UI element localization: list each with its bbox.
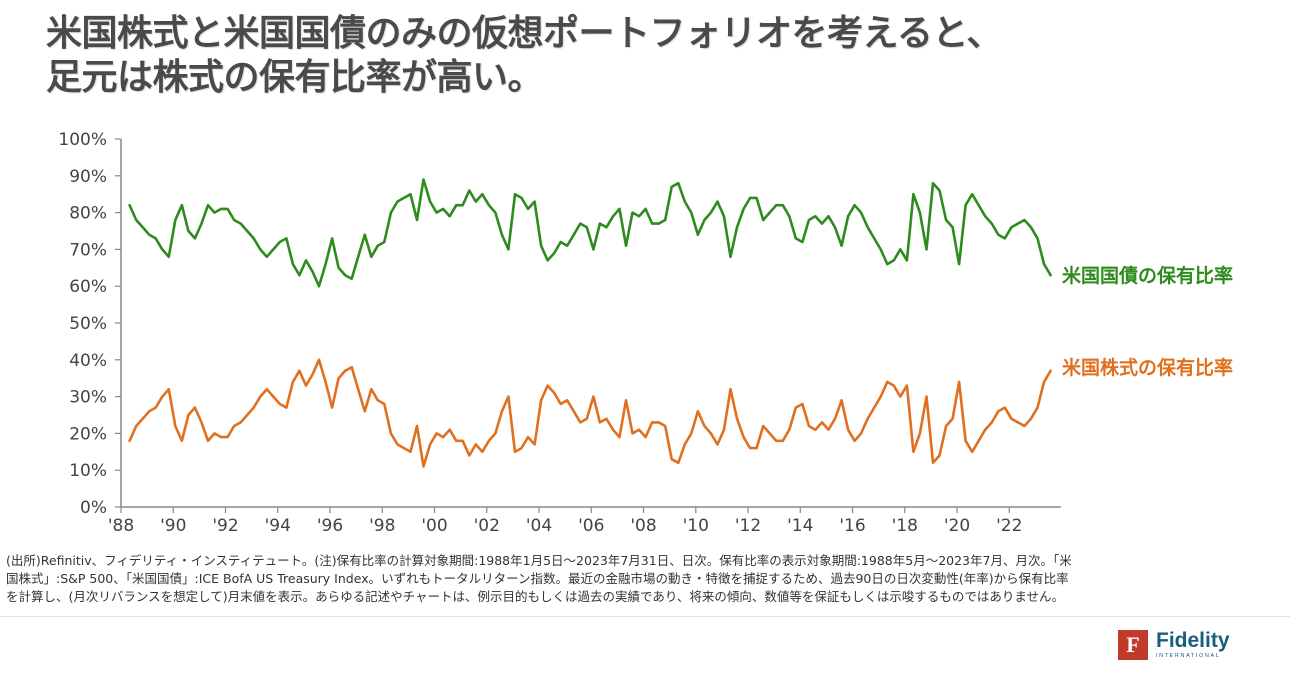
x-tick-label: '98 [369,516,395,536]
x-tick-label: '10 [683,516,709,536]
x-tick-label: '16 [839,516,865,536]
y-tick-label: 100% [58,130,107,150]
page-title: 米国株式と米国国債のみの仮想ポートフォリオを考えると、 足元は株式の保有比率が高… [46,12,1002,100]
x-tick-label: '02 [474,516,500,536]
legend-bond-label: 米国国債の保有比率 [1062,265,1234,287]
note-line-2: 国株式」:S&P 500、「米国国債」:ICE BofA US Treasury… [6,571,1069,586]
y-axis: 0% 10% 20% 30% 40% 50% 60% 70% 80% 90% 100% [58,130,122,518]
y-tick-label: 30% [69,388,107,408]
x-tick-label: '94 [265,516,291,536]
y-tick-label: 90% [69,167,107,187]
title-line-1: 米国株式と米国国債のみの仮想ポートフォリオを考えると、 [46,13,1002,54]
y-tick-label: 40% [69,351,107,371]
series-line-bond [128,178,1052,288]
series-line-equity [128,358,1052,468]
note-line-3: を計算し、(月次リバランスを想定して)月末値を表示。あらゆる記述やチャートは、例… [6,589,1065,604]
x-tick-label: '04 [526,516,552,536]
y-tick-label: 60% [69,277,107,297]
line-chart: 0% 10% 20% 30% 40% 50% 60% 70% 80% 90% 100% '88 '90… [58,130,1061,536]
note-line-1: (出所)Refinitiv、フィデリティ・インスティテュート。(注)保有比率の計… [6,553,1072,568]
y-tick-label: 0% [80,498,107,518]
y-tick-label: 70% [69,240,107,260]
footer-divider [0,616,1290,617]
title-line-2: 足元は株式の保有比率が高い。 [46,57,544,98]
x-tick-label: '96 [317,516,343,536]
x-tick-label: '14 [787,516,813,536]
y-tick-label: 80% [69,204,107,224]
y-tick-label: 10% [69,461,107,481]
x-tick-label: '92 [212,516,238,536]
series-group [128,178,1052,468]
fidelity-logo-sub: INTERNATIONAL [1156,653,1221,659]
fidelity-logo-mark: F [1118,630,1148,660]
x-tick-label: '20 [944,516,970,536]
fidelity-logo: F Fidelity INTERNATIONAL [1118,630,1230,660]
x-tick-label: '90 [160,516,186,536]
x-tick-label: '00 [421,516,447,536]
x-tick-label: '06 [578,516,604,536]
source-note: (出所)Refinitiv、フィデリティ・インスティテュート。(注)保有比率の計… [6,552,1286,606]
x-tick-label: '12 [735,516,761,536]
y-tick-label: 20% [69,424,107,444]
x-tick-label: '88 [108,516,134,536]
x-tick-label: '22 [996,516,1022,536]
x-tick-label: '18 [892,516,918,536]
x-tick-label: '08 [630,516,656,536]
x-axis: '88 '90 '92 '94 '96 '98 '00 '02 '04 '06 '08 '10 '12 '… [108,506,1061,536]
fidelity-logo-name: Fidelity [1156,629,1230,652]
y-tick-label: 50% [69,314,107,334]
legend-equity-label: 米国株式の保有比率 [1062,357,1234,379]
